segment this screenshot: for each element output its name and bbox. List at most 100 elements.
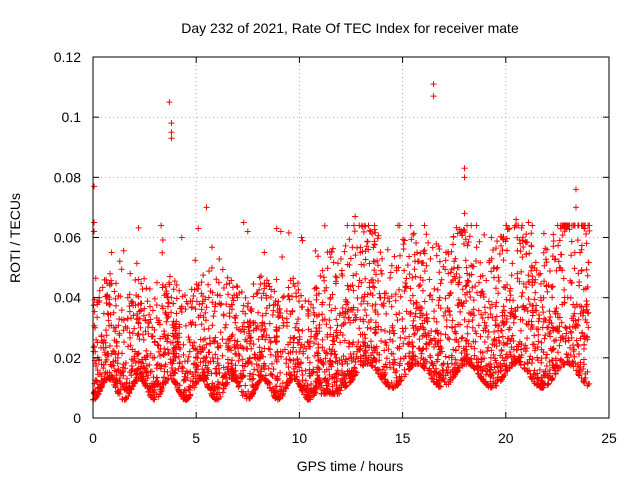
data-point-cloud [379,375,386,382]
data-point-cloud [214,292,221,299]
data-point-cloud [520,280,527,287]
data-point-cloud [473,222,480,229]
data-point-cloud [291,283,298,290]
data-point [345,339,352,346]
data-point-cloud [139,286,146,293]
data-point-cloud [273,358,280,365]
data-point-cloud [362,347,369,354]
data-point-cloud [535,311,542,318]
data-point-cloud [189,342,196,349]
data-point-cloud [157,386,164,393]
data-point-cloud [522,348,529,355]
data-point-cloud [388,262,395,269]
data-point-cloud [510,312,517,319]
data-point-cloud [209,299,216,306]
data-point-cloud [507,285,514,292]
data-point-cloud [219,374,226,381]
data-point-cloud [220,381,227,388]
data-point-cloud [372,324,379,331]
data-point-cloud [192,305,199,312]
data-point-cloud [498,376,505,383]
data-point-cloud [431,315,438,322]
data-point-cloud [279,254,286,261]
data-point-cloud [488,301,495,308]
data-point-cloud [459,360,466,367]
data-point-cloud [435,297,442,304]
data-point-cloud [232,344,239,351]
data-point-cloud [165,294,172,301]
data-point-cloud [94,339,101,346]
data-point-cloud [464,277,471,284]
data-point-cloud [224,274,231,281]
data-point-cloud [167,356,174,363]
data-point-cloud [273,334,280,341]
data-point-cloud [571,323,578,330]
data-point-cloud [119,395,126,402]
data-point-cloud [419,332,426,339]
data-point-cloud [105,311,112,318]
data-point-cloud [175,365,182,372]
data-point-cloud [464,242,471,249]
data-point [228,360,235,367]
data-point-cloud [351,372,358,379]
data-point-cloud [561,228,568,235]
data-point-cloud [410,317,417,324]
data-point-cloud [502,363,509,370]
data-point-cloud [416,336,423,343]
data-point-cloud [195,282,202,289]
data-point-cloud [443,367,450,374]
data-point-cloud [110,358,117,365]
data-point-cloud [142,380,149,387]
data-point-cloud [126,308,133,315]
data-point-cloud [514,270,521,277]
data-point-cloud [560,275,567,282]
data-point-cloud [515,355,522,362]
data-point-cloud [169,330,176,337]
data-point-cloud [308,387,315,394]
data-point-cloud [267,346,274,353]
data-point-cloud [437,280,444,287]
data-point-cloud [495,364,502,371]
data-point [91,228,98,235]
data-point-cloud [373,271,380,278]
data-point-cloud [143,347,150,354]
data-point-cloud [415,325,422,332]
data-point-cloud [269,372,276,379]
data-point-cloud [329,341,336,348]
data-point-cloud [135,330,142,337]
data-point-cloud [266,283,273,290]
data-point-cloud [213,276,220,283]
data-point-cloud [214,383,221,390]
data-point-cloud [493,285,500,292]
data-point-cloud [514,304,521,311]
data-point-cloud [533,307,540,314]
data-point-cloud [209,244,216,251]
data-point-cloud [524,359,531,366]
data-point-cloud [304,395,311,402]
data-point-cloud [135,350,142,357]
data-point-cloud [336,310,343,317]
data-point-cloud [328,248,335,255]
data-point-cloud [449,317,456,324]
data-point-cloud [313,285,320,292]
data-point-cloud [493,313,500,320]
data-point-cloud [429,296,436,303]
data-point-cloud [165,349,172,356]
data-point-cloud [172,323,179,330]
data-point-cloud [144,375,151,382]
data-point-cloud [189,382,196,389]
data-point-cloud [248,305,255,312]
data-point-cloud [466,272,473,279]
data-point-cloud [410,230,417,237]
data-point-cloud [577,310,584,317]
data-point-cloud [250,293,257,300]
data-point-cloud [372,364,379,371]
data-point-cloud [326,317,333,324]
data-point-cloud [176,359,183,366]
data-point-cloud [585,324,592,331]
data-point-cloud [378,271,385,278]
data-point-cloud [238,289,245,296]
data-point-cloud [187,377,194,384]
data-point-cloud [452,364,459,371]
data-point-cloud [146,285,153,292]
